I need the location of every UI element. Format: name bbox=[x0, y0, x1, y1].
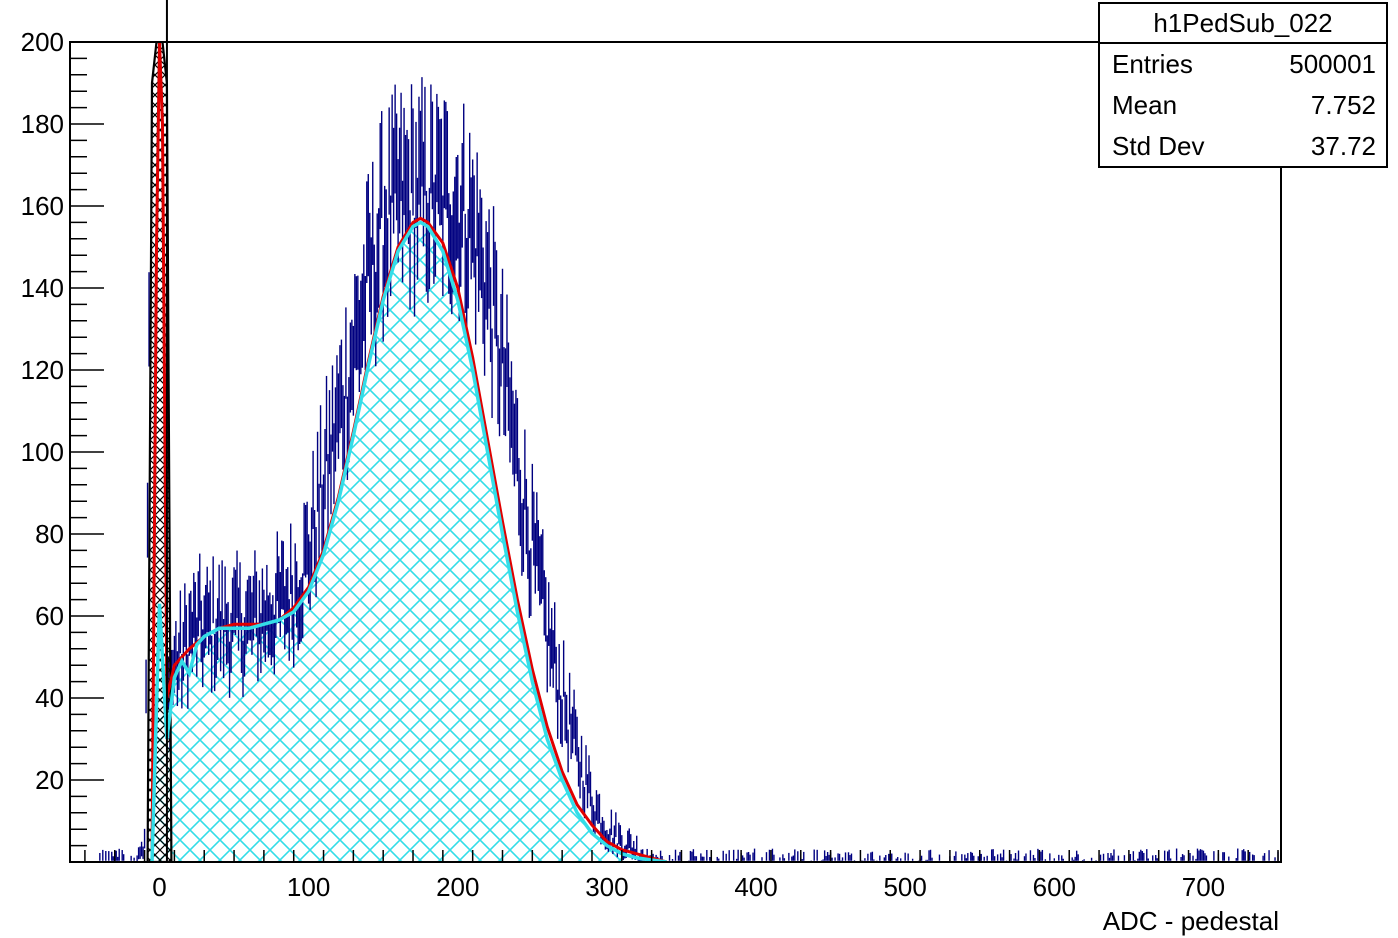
x-tick-label: 100 bbox=[287, 872, 330, 902]
x-tick-label: 700 bbox=[1182, 872, 1225, 902]
stats-label-stddev: Std Dev bbox=[1112, 131, 1205, 161]
y-tick-label: 200 bbox=[21, 27, 64, 57]
stats-title: h1PedSub_022 bbox=[1100, 4, 1386, 44]
x-tick-label: 200 bbox=[436, 872, 479, 902]
stats-row-stddev: Std Dev 37.72 bbox=[1100, 126, 1386, 167]
y-tick-label: 60 bbox=[35, 601, 64, 631]
y-tick-label: 140 bbox=[21, 273, 64, 303]
x-tick-label: 400 bbox=[734, 872, 777, 902]
stats-label-entries: Entries bbox=[1112, 49, 1193, 79]
y-tick-label: 120 bbox=[21, 355, 64, 385]
y-tick-label: 20 bbox=[35, 765, 64, 795]
x-axis-title: ADC - pedestal bbox=[1103, 906, 1279, 936]
plot-area bbox=[99, 42, 1279, 862]
cyan-fit-curve bbox=[150, 220, 667, 862]
x-tick-label: 0 bbox=[152, 872, 166, 902]
y-tick-label: 160 bbox=[21, 191, 64, 221]
x-tick-label: 500 bbox=[883, 872, 926, 902]
x-tick-label: 300 bbox=[585, 872, 628, 902]
stats-value-mean: 7.752 bbox=[1310, 90, 1376, 120]
stats-row-mean: Mean 7.752 bbox=[1100, 85, 1386, 126]
cyan-fit-fill bbox=[152, 222, 667, 862]
axes: 0 100 200 300 400 500 600 700 20 40 60 80 100 120 140 1… bbox=[21, 0, 1279, 902]
y-tick-label: 100 bbox=[21, 437, 64, 467]
stats-value-stddev: 37.72 bbox=[1310, 131, 1376, 161]
x-tick-label: 600 bbox=[1033, 872, 1076, 902]
stats-value-entries: 500001 bbox=[1289, 49, 1376, 79]
y-tick-label: 180 bbox=[21, 109, 64, 139]
stats-box: h1PedSub_022 Entries 500001 Mean 7.752 S… bbox=[1098, 2, 1388, 168]
y-tick-label: 40 bbox=[35, 683, 64, 713]
stats-label-mean: Mean bbox=[1112, 90, 1178, 120]
stats-row-entries: Entries 500001 bbox=[1100, 44, 1386, 85]
y-tick-label: 80 bbox=[35, 519, 64, 549]
